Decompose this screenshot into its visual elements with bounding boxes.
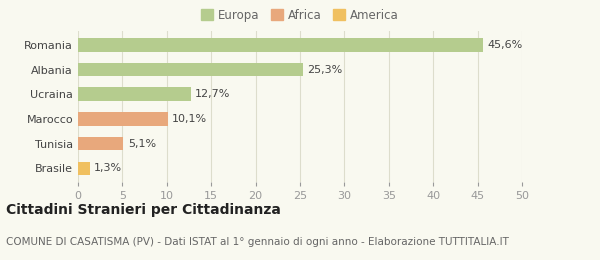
Bar bbox=[78, 87, 191, 101]
Text: 25,3%: 25,3% bbox=[307, 64, 343, 75]
Bar bbox=[78, 137, 123, 151]
Text: COMUNE DI CASATISMA (PV) - Dati ISTAT al 1° gennaio di ogni anno - Elaborazione : COMUNE DI CASATISMA (PV) - Dati ISTAT al… bbox=[6, 237, 509, 246]
Text: 1,3%: 1,3% bbox=[94, 163, 122, 173]
Text: 10,1%: 10,1% bbox=[172, 114, 207, 124]
Text: 45,6%: 45,6% bbox=[487, 40, 523, 50]
Bar bbox=[78, 112, 167, 126]
Bar bbox=[78, 63, 302, 76]
Bar bbox=[78, 38, 483, 52]
Text: 5,1%: 5,1% bbox=[128, 139, 156, 149]
Legend: Europa, Africa, America: Europa, Africa, America bbox=[197, 4, 403, 26]
Text: Cittadini Stranieri per Cittadinanza: Cittadini Stranieri per Cittadinanza bbox=[6, 203, 281, 217]
Bar bbox=[78, 161, 89, 175]
Text: 12,7%: 12,7% bbox=[195, 89, 230, 99]
